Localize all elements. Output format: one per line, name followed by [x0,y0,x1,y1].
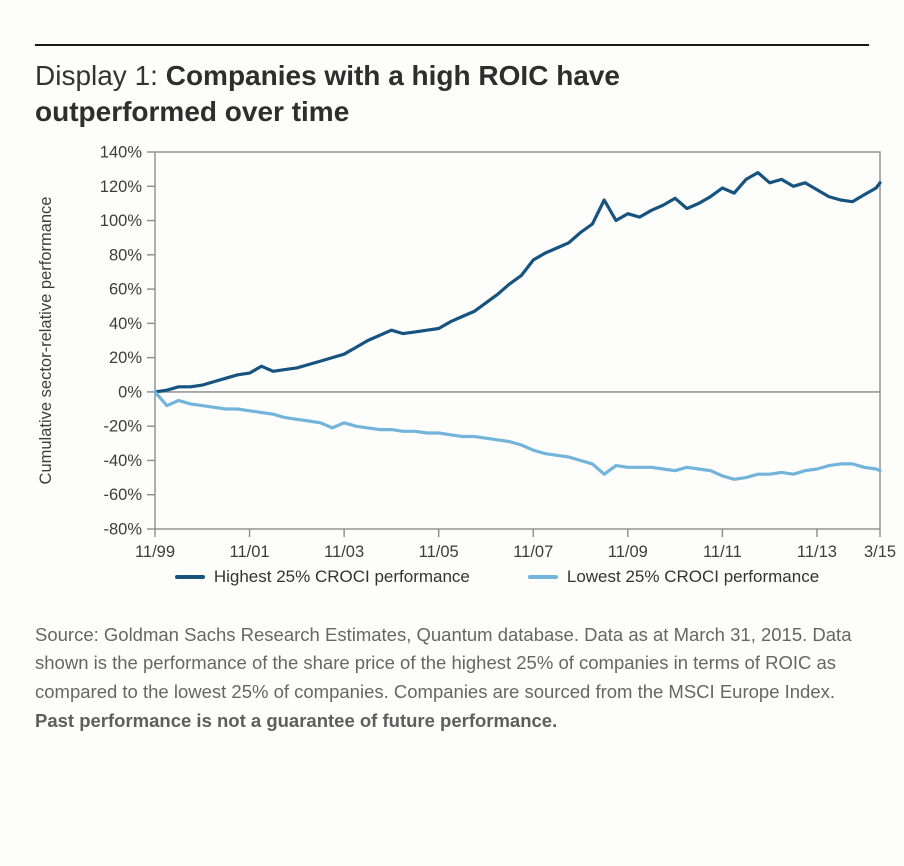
title-prefix: Display 1: [35,60,166,91]
x-tick-label: 11/13 [797,543,837,558]
x-tick-label: 11/05 [419,543,459,558]
x-tick-label: 11/09 [608,543,648,558]
y-tick-label: 80% [109,246,142,264]
chart-container: 140% 120% 100% 80% 60% 40% 20% 0% -20% -40% -60% -8… [35,140,896,587]
highest-croci-line [153,170,882,394]
y-tick-label: 60% [109,280,142,298]
source-note: Source: Goldman Sachs Research Estimates… [35,621,869,736]
x-tick-label: 11/11 [703,543,742,558]
y-axis-title: Cumulative sector-relative performance [37,196,55,484]
plot-border [154,150,881,530]
y-tick-label: -20% [103,417,142,435]
top-divider [35,44,869,46]
lowest-series-swatch-icon [527,574,558,579]
page-title: Display 1: Companies with a high ROIC ha… [35,58,695,130]
y-tick-label: 0% [118,383,142,401]
y-tick-label: 40% [109,315,142,333]
page: Display 1: Companies with a high ROIC ha… [0,44,904,735]
performance-line-chart: 140% 120% 100% 80% 60% 40% 20% 0% -20% -40% -60% -8… [37,143,896,561]
source-note-text: Source: Goldman Sachs Research Estimates… [35,623,852,702]
x-tick-label: 11/99 [135,543,175,558]
legend-label-lowest: Lowest 25% CROCI performance [566,566,820,586]
legend-item-highest: Highest 25% CROCI performance [174,566,470,587]
y-tick-label: -40% [103,452,142,470]
lowest-croci-line [153,389,882,481]
x-tick-label: 11/07 [513,543,553,558]
legend-item-lowest: Lowest 25% CROCI performance [527,566,820,587]
highest-series-swatch-icon [174,574,205,579]
x-tick-label: 3/15 [864,543,896,558]
y-tick-label: 100% [100,212,143,230]
source-note-disclaimer: Past performance is not a guarantee of f… [35,709,558,731]
y-tick-label: 20% [109,349,142,367]
x-tick-label: 11/01 [230,543,270,558]
title-main: Companies with a high ROIC have outperfo… [35,60,621,127]
chart-legend: Highest 25% CROCI performance Lowest 25%… [125,567,869,587]
y-tick-label: 140% [100,143,143,161]
y-tick-label: -80% [103,520,142,538]
legend-label-highest: Highest 25% CROCI performance [213,566,470,586]
y-tick-label: 120% [100,177,143,195]
x-tick-label: 11/03 [324,543,364,558]
y-tick-label: -60% [103,486,142,504]
